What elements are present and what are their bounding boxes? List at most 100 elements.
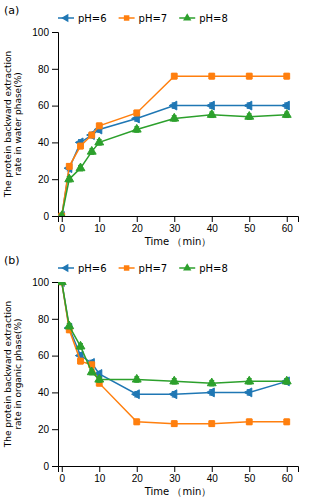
x-tick: 30	[169, 466, 181, 484]
point	[89, 132, 95, 138]
line	[62, 282, 287, 383]
point	[207, 378, 216, 386]
point	[58, 211, 66, 216]
x-tick-mark	[174, 466, 175, 472]
y-tick-mark	[52, 179, 58, 180]
point	[245, 112, 254, 120]
point	[246, 73, 252, 79]
error-bar	[247, 419, 252, 425]
error-bar	[134, 110, 139, 116]
point	[76, 341, 85, 349]
x-tick: 50	[244, 466, 256, 484]
point	[171, 73, 177, 79]
y-axis-line	[52, 283, 59, 467]
point	[169, 101, 177, 110]
point	[65, 321, 74, 329]
x-tick: 40	[207, 216, 219, 234]
x-tick: 0	[59, 216, 65, 234]
point	[282, 376, 291, 384]
x-tick-label: 0	[59, 473, 65, 484]
y-tick: 20	[38, 174, 58, 185]
plot-area	[58, 73, 291, 216]
line	[62, 282, 287, 424]
point	[76, 163, 85, 171]
x-tick-label: 30	[169, 473, 181, 484]
plot-area	[58, 282, 291, 427]
line	[62, 282, 287, 394]
y-tick-mark	[52, 216, 58, 217]
x-tick: 20	[132, 466, 144, 484]
error-bar	[209, 73, 214, 79]
error-bar	[89, 132, 94, 138]
legend-item: pH=7	[119, 13, 168, 24]
error-bar	[284, 419, 289, 425]
point	[246, 419, 252, 425]
x-axis-title: Time （min）	[144, 236, 212, 247]
point	[244, 388, 252, 397]
point	[132, 374, 141, 382]
series	[59, 282, 290, 427]
x-tick-mark	[137, 216, 138, 222]
y-tick-label: 0	[43, 211, 49, 222]
error-bar	[78, 143, 83, 149]
x-tick: 10	[94, 466, 106, 484]
point	[58, 282, 66, 285]
point	[95, 374, 104, 382]
y-tick: 40	[38, 387, 58, 398]
error-bar	[209, 421, 214, 427]
panel: 0102030405060020406080100(a)Time （min）Th…	[3, 4, 299, 247]
legend-symbol	[183, 263, 191, 270]
y-tick: 60	[38, 100, 58, 111]
legend: pH=6pH=7pH=8	[58, 13, 228, 24]
legend: pH=6pH=7pH=8	[58, 263, 228, 274]
y-tick-label: 40	[38, 387, 50, 398]
legend-label: pH=6	[78, 13, 107, 24]
x-tick-mark	[137, 466, 138, 472]
panel: 0102030405060020406080100(b)Time （min）Th…	[3, 254, 299, 497]
point	[65, 174, 74, 182]
series	[58, 110, 291, 216]
error-bar	[67, 164, 72, 170]
x-axis: 0102030405060	[59, 466, 299, 484]
point	[207, 388, 215, 397]
point	[134, 110, 140, 116]
error-bar	[97, 123, 102, 129]
y-tick-mark	[52, 356, 58, 357]
series	[58, 101, 289, 216]
x-tick-label: 0	[59, 223, 65, 234]
y-tick-label: 0	[43, 461, 49, 472]
point	[132, 390, 140, 399]
point	[244, 101, 252, 110]
x-tick: 60	[282, 216, 294, 234]
y-axis: 020406080100	[32, 277, 58, 472]
point	[170, 376, 179, 384]
legend-item: pH=8	[179, 263, 228, 274]
x-axis: 0102030405060	[59, 216, 299, 234]
x-tick-mark	[212, 216, 213, 222]
error-bar	[247, 73, 252, 79]
x-tick-mark	[62, 216, 63, 222]
x-tick: 30	[169, 216, 181, 234]
legend-item: pH=6	[58, 13, 107, 24]
x-tick-mark	[287, 216, 288, 222]
y-tick-mark	[52, 32, 58, 33]
x-tick-label: 40	[207, 473, 219, 484]
y-tick-label: 80	[38, 314, 50, 325]
point	[209, 421, 215, 427]
y-tick-label: 60	[38, 100, 50, 111]
x-tick-mark	[249, 216, 250, 222]
point	[284, 73, 290, 79]
chart-root: 0102030405060020406080100(a)Time （min）Th…	[0, 0, 310, 500]
x-tick-mark	[287, 466, 288, 472]
y-axis-line	[52, 33, 59, 217]
x-tick: 0	[59, 466, 65, 484]
x-tick-label: 60	[282, 223, 294, 234]
point	[87, 367, 96, 375]
point	[134, 419, 140, 425]
legend-symbol	[124, 15, 129, 20]
y-tick-mark	[52, 106, 58, 107]
x-tick-mark	[212, 466, 213, 472]
y-axis-title-line: rate in organic phase(%)	[13, 318, 23, 429]
point	[209, 73, 215, 79]
legend-item: pH=7	[119, 263, 168, 274]
